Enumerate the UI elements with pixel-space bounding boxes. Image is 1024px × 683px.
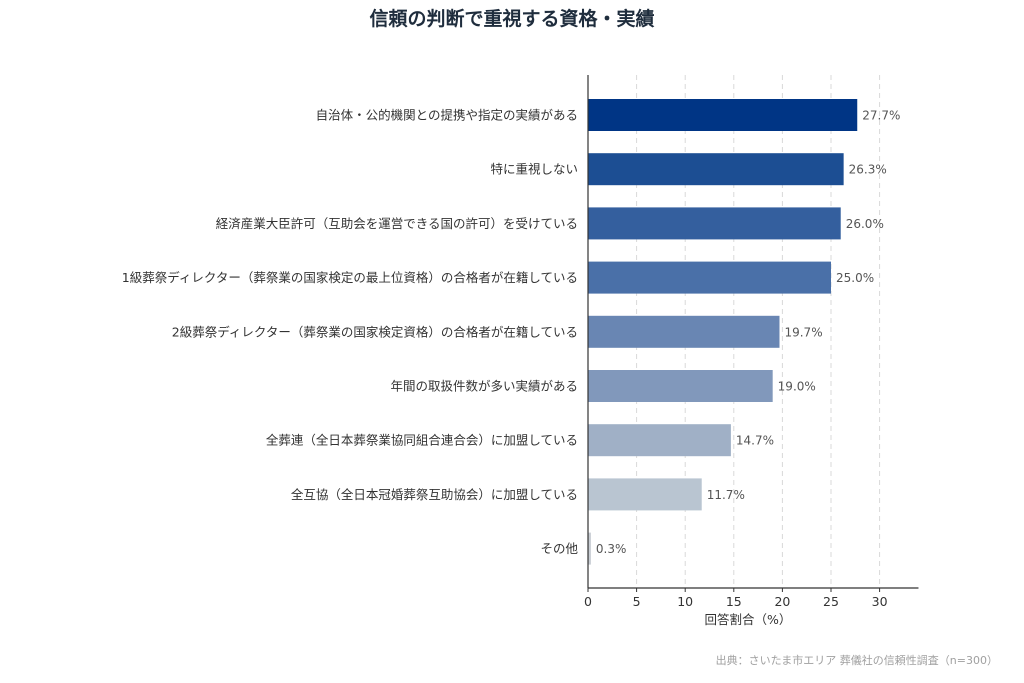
chart-title: 信頼の判断で重視する資格・実績	[369, 7, 654, 30]
category-label: 自治体・公的機関との提携や指定の実績がある	[316, 108, 578, 123]
x-tick-label: 15	[726, 594, 742, 609]
value-label: 25.0%	[836, 271, 874, 285]
category-label: 1級葬祭ディレクター（葬祭業の国家検定の最上位資格）の合格者が在籍している	[122, 270, 578, 285]
bar	[588, 99, 858, 131]
bar	[588, 207, 841, 240]
value-label: 19.7%	[784, 325, 822, 339]
category-label: その他	[540, 541, 578, 556]
x-tick-label: 10	[677, 594, 693, 609]
x-tick-label: 20	[774, 594, 790, 609]
x-ticks: 0 5 10 15 20 25 30	[584, 588, 888, 609]
bar	[588, 370, 773, 402]
x-tick-label: 30	[872, 594, 888, 609]
category-labels: 自治体・公的機関との提携や指定の実績がある特に重視しない経済産業大臣許可（互助会…	[122, 108, 579, 557]
category-label: 年間の取扱件数が多い実績がある	[390, 379, 578, 394]
value-label: 19.0%	[778, 380, 816, 394]
axes	[587, 75, 919, 589]
bar	[588, 532, 591, 565]
category-label: 全互協（全日本冠婚葬祭互助協会）に加盟している	[291, 487, 578, 502]
bar	[588, 153, 844, 186]
value-label: 26.0%	[846, 217, 884, 231]
source-note: 出典：さいたま市エリア 葬儀社の信頼性調査（n=300）	[716, 653, 998, 667]
bar	[588, 424, 731, 457]
value-label: 0.3%	[596, 542, 627, 556]
bar	[588, 261, 831, 294]
category-label: 経済産業大臣許可（互助会を運営できる国の許可）を受けている	[216, 216, 578, 231]
x-tick-label: 25	[823, 594, 839, 609]
category-label: 2級葬祭ディレクター（葬祭業の国家検定資格）の合格者が在籍している	[172, 324, 578, 339]
x-tick-label: 5	[633, 594, 641, 609]
x-tick-label: 0	[584, 594, 592, 609]
category-label: 特に重視しない	[490, 162, 578, 177]
value-label: 27.7%	[862, 109, 900, 123]
bar	[588, 315, 780, 348]
value-label: 26.3%	[849, 163, 887, 177]
bar	[588, 478, 702, 511]
x-axis-title: 回答割合（%）	[705, 612, 792, 627]
value-label: 11.7%	[707, 488, 745, 502]
bars	[588, 99, 858, 565]
value-labels: 27.7% 26.3% 26.0% 25.0% 19.7% 19.0% 14.7% 11.7%…	[596, 109, 900, 557]
category-label: 全葬連（全日本葬祭業協同組合連合会）に加盟している	[266, 433, 578, 448]
value-label: 14.7%	[736, 434, 774, 448]
